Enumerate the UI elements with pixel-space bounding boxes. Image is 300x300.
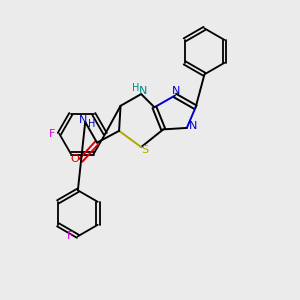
Text: N: N [139,85,148,95]
Text: S: S [141,145,148,155]
Text: N: N [189,122,197,131]
Text: F: F [49,129,55,139]
Text: N: N [79,115,88,125]
Text: H: H [132,82,140,93]
Text: H: H [88,119,95,129]
Text: N: N [172,86,180,96]
Text: O: O [70,154,79,164]
Text: F: F [67,231,74,241]
